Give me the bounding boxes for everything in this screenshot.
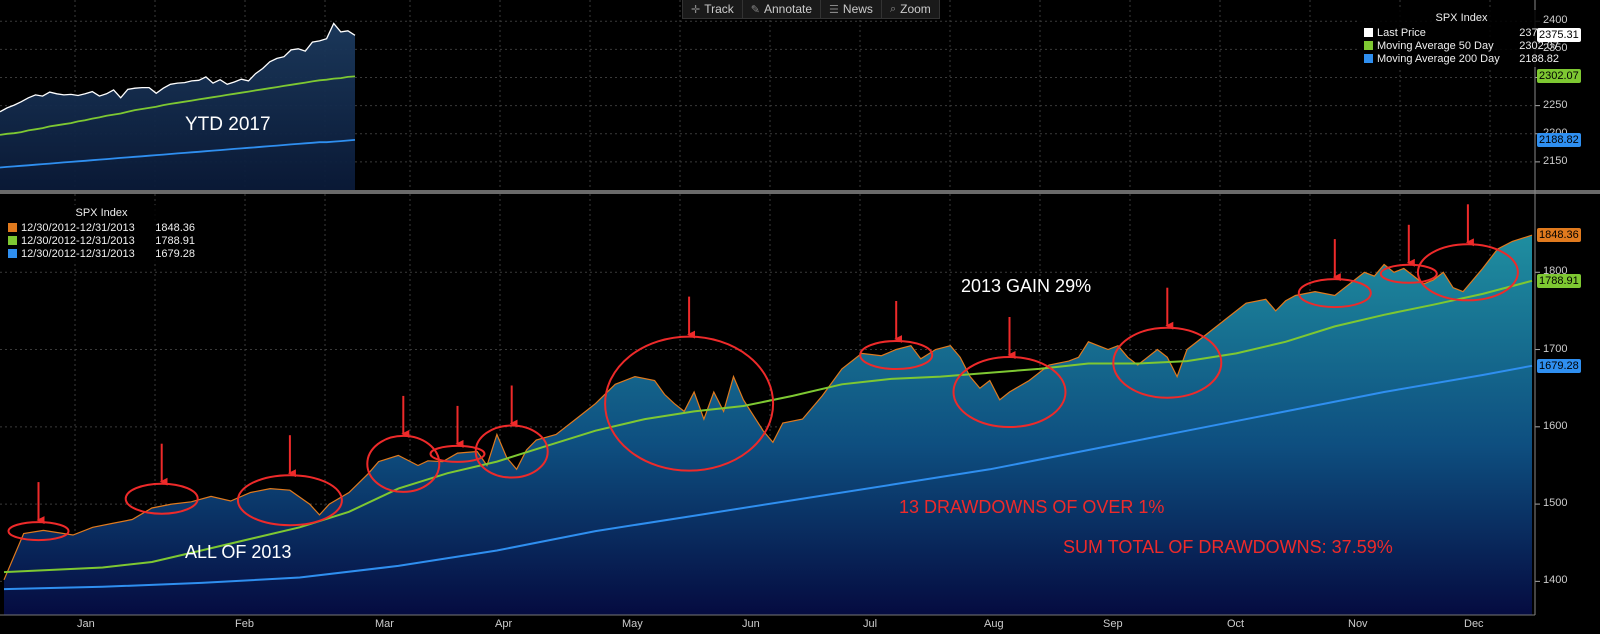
legend-ytd-name: Last Price xyxy=(1377,26,1426,39)
series-line-2013-0 xyxy=(3,234,1533,581)
x-tick-label: Apr xyxy=(495,618,513,630)
x-tick-label: Oct xyxy=(1227,618,1245,630)
y-tick-label-2013: 1600 xyxy=(1543,419,1568,432)
y-tick-label-ytd: 2250 xyxy=(1543,98,1568,111)
pencil-icon: ✎ xyxy=(750,3,760,16)
legend-ytd-title: SPX Index xyxy=(1435,12,1488,24)
legend-2013-value: 1788.91 xyxy=(155,234,195,247)
series-line-ytd-1 xyxy=(0,75,356,136)
legend-2013-name: 12/30/2012-12/31/2013 xyxy=(21,247,135,260)
magnifier-icon: ⌕ xyxy=(889,2,897,15)
y-tick-label-ytd: 2150 xyxy=(1543,154,1568,167)
legend-2013-title: SPX Index xyxy=(75,207,128,219)
legend-ytd-name: Moving Average 200 Day xyxy=(1377,52,1500,65)
chart-toolbar: ✛ Track ✎ Annotate ☰ News ⌕ Zoom xyxy=(682,0,940,19)
x-tick-label: Feb xyxy=(235,618,254,630)
y-tick-label-2013: 1400 xyxy=(1543,574,1568,587)
annotation-2013-gain: 2013 GAIN 29% xyxy=(961,276,1092,296)
y-tick-label-ytd: 2350 xyxy=(1543,42,1568,55)
year-2013-price-area xyxy=(4,235,1532,615)
news-button[interactable]: ☰ News xyxy=(821,0,882,18)
legend-2013-name: 12/30/2012-12/31/2013 xyxy=(21,234,135,247)
panel-separator xyxy=(0,190,1600,194)
legend-2013-row-ma200: 12/30/2012-12/31/2013 1679.28 xyxy=(8,247,195,260)
x-tick-label: Jul xyxy=(863,618,878,630)
ytd-panel xyxy=(0,0,1540,190)
x-tick-label: Jan xyxy=(77,618,95,630)
legend-2013-name: 12/30/2012-12/31/2013 xyxy=(21,221,135,234)
news-label: News xyxy=(842,2,873,16)
annotation-drawdowns-sum: SUM TOTAL OF DRAWDOWNS: 37.59% xyxy=(1063,537,1393,557)
legend-2013-row-price: 12/30/2012-12/31/2013 1848.36 xyxy=(8,221,195,234)
news-icon: ☰ xyxy=(829,3,839,16)
series-line-ytd-0 xyxy=(0,22,356,113)
legend-ytd: SPX Index Last Price2375.31 Moving Avera… xyxy=(1360,10,1563,67)
x-tick-label: Nov xyxy=(1348,618,1368,630)
price-tag-2013: 1848.36 xyxy=(1537,227,1581,242)
legend-ytd-row-ma50: Moving Average 50 Day 2302.07 xyxy=(1364,39,1559,52)
year-2013-panel xyxy=(0,194,1540,615)
ytd-price-area xyxy=(0,23,355,190)
x-tick-label: May xyxy=(622,618,643,630)
x-tick-label: Dec xyxy=(1464,618,1484,630)
legend-ytd-row-price: Last Price2375.31 xyxy=(1364,26,1559,39)
x-tick-label: Sep xyxy=(1103,618,1123,630)
legend-ytd-value: 2302.07 xyxy=(1519,39,1559,52)
y-tick-label-2013: 1700 xyxy=(1543,342,1568,355)
legend-2013-value: 1679.28 xyxy=(155,247,195,260)
annotation-drawdowns-count: 13 DRAWDOWNS OF OVER 1% xyxy=(899,497,1165,517)
series-line-2013-1 xyxy=(3,279,1533,574)
zoom-button[interactable]: ⌕ Zoom xyxy=(882,0,939,18)
track-label: Track xyxy=(704,2,734,16)
annotation-ytd-2017: YTD 2017 xyxy=(185,114,271,135)
legend-ytd-value: 2188.82 xyxy=(1519,52,1559,65)
price-tag-ytd: 2375.31 xyxy=(1537,28,1581,43)
price-tag-ytd: 2188.82 xyxy=(1537,133,1581,148)
legend-2013-row-ma50: 12/30/2012-12/31/2013 1788.91 xyxy=(8,234,195,247)
legend-2013-value: 1848.36 xyxy=(155,221,195,234)
series-line-2013-2 xyxy=(3,364,1533,591)
price-tag-2013: 1788.91 xyxy=(1537,273,1581,288)
price-tag-2013: 1679.28 xyxy=(1537,358,1581,373)
annotate-label: Annotate xyxy=(764,2,813,16)
track-button[interactable]: ✛ Track xyxy=(683,0,743,18)
zoom-label: Zoom xyxy=(900,2,931,16)
price-tag-ytd: 2302.07 xyxy=(1537,69,1581,84)
y-tick-label-ytd: 2400 xyxy=(1543,14,1568,27)
annotation-all-2013: ALL OF 2013 xyxy=(185,542,292,562)
legend-ytd-name: Moving Average 50 Day xyxy=(1377,39,1494,52)
x-tick-label: Aug xyxy=(984,618,1004,630)
annotate-button[interactable]: ✎ Annotate xyxy=(743,0,822,18)
x-tick-label: Jun xyxy=(742,618,760,630)
y-tick-label-2013: 1500 xyxy=(1543,497,1568,510)
series-line-ytd-2 xyxy=(0,139,356,169)
legend-ytd-row-ma200: Moving Average 200 Day 2188.82 xyxy=(1364,52,1559,65)
x-tick-label: Mar xyxy=(375,618,394,630)
legend-2013: SPX Index 12/30/2012-12/31/2013 1848.36 1… xyxy=(4,205,199,262)
crosshair-icon: ✛ xyxy=(691,3,701,16)
